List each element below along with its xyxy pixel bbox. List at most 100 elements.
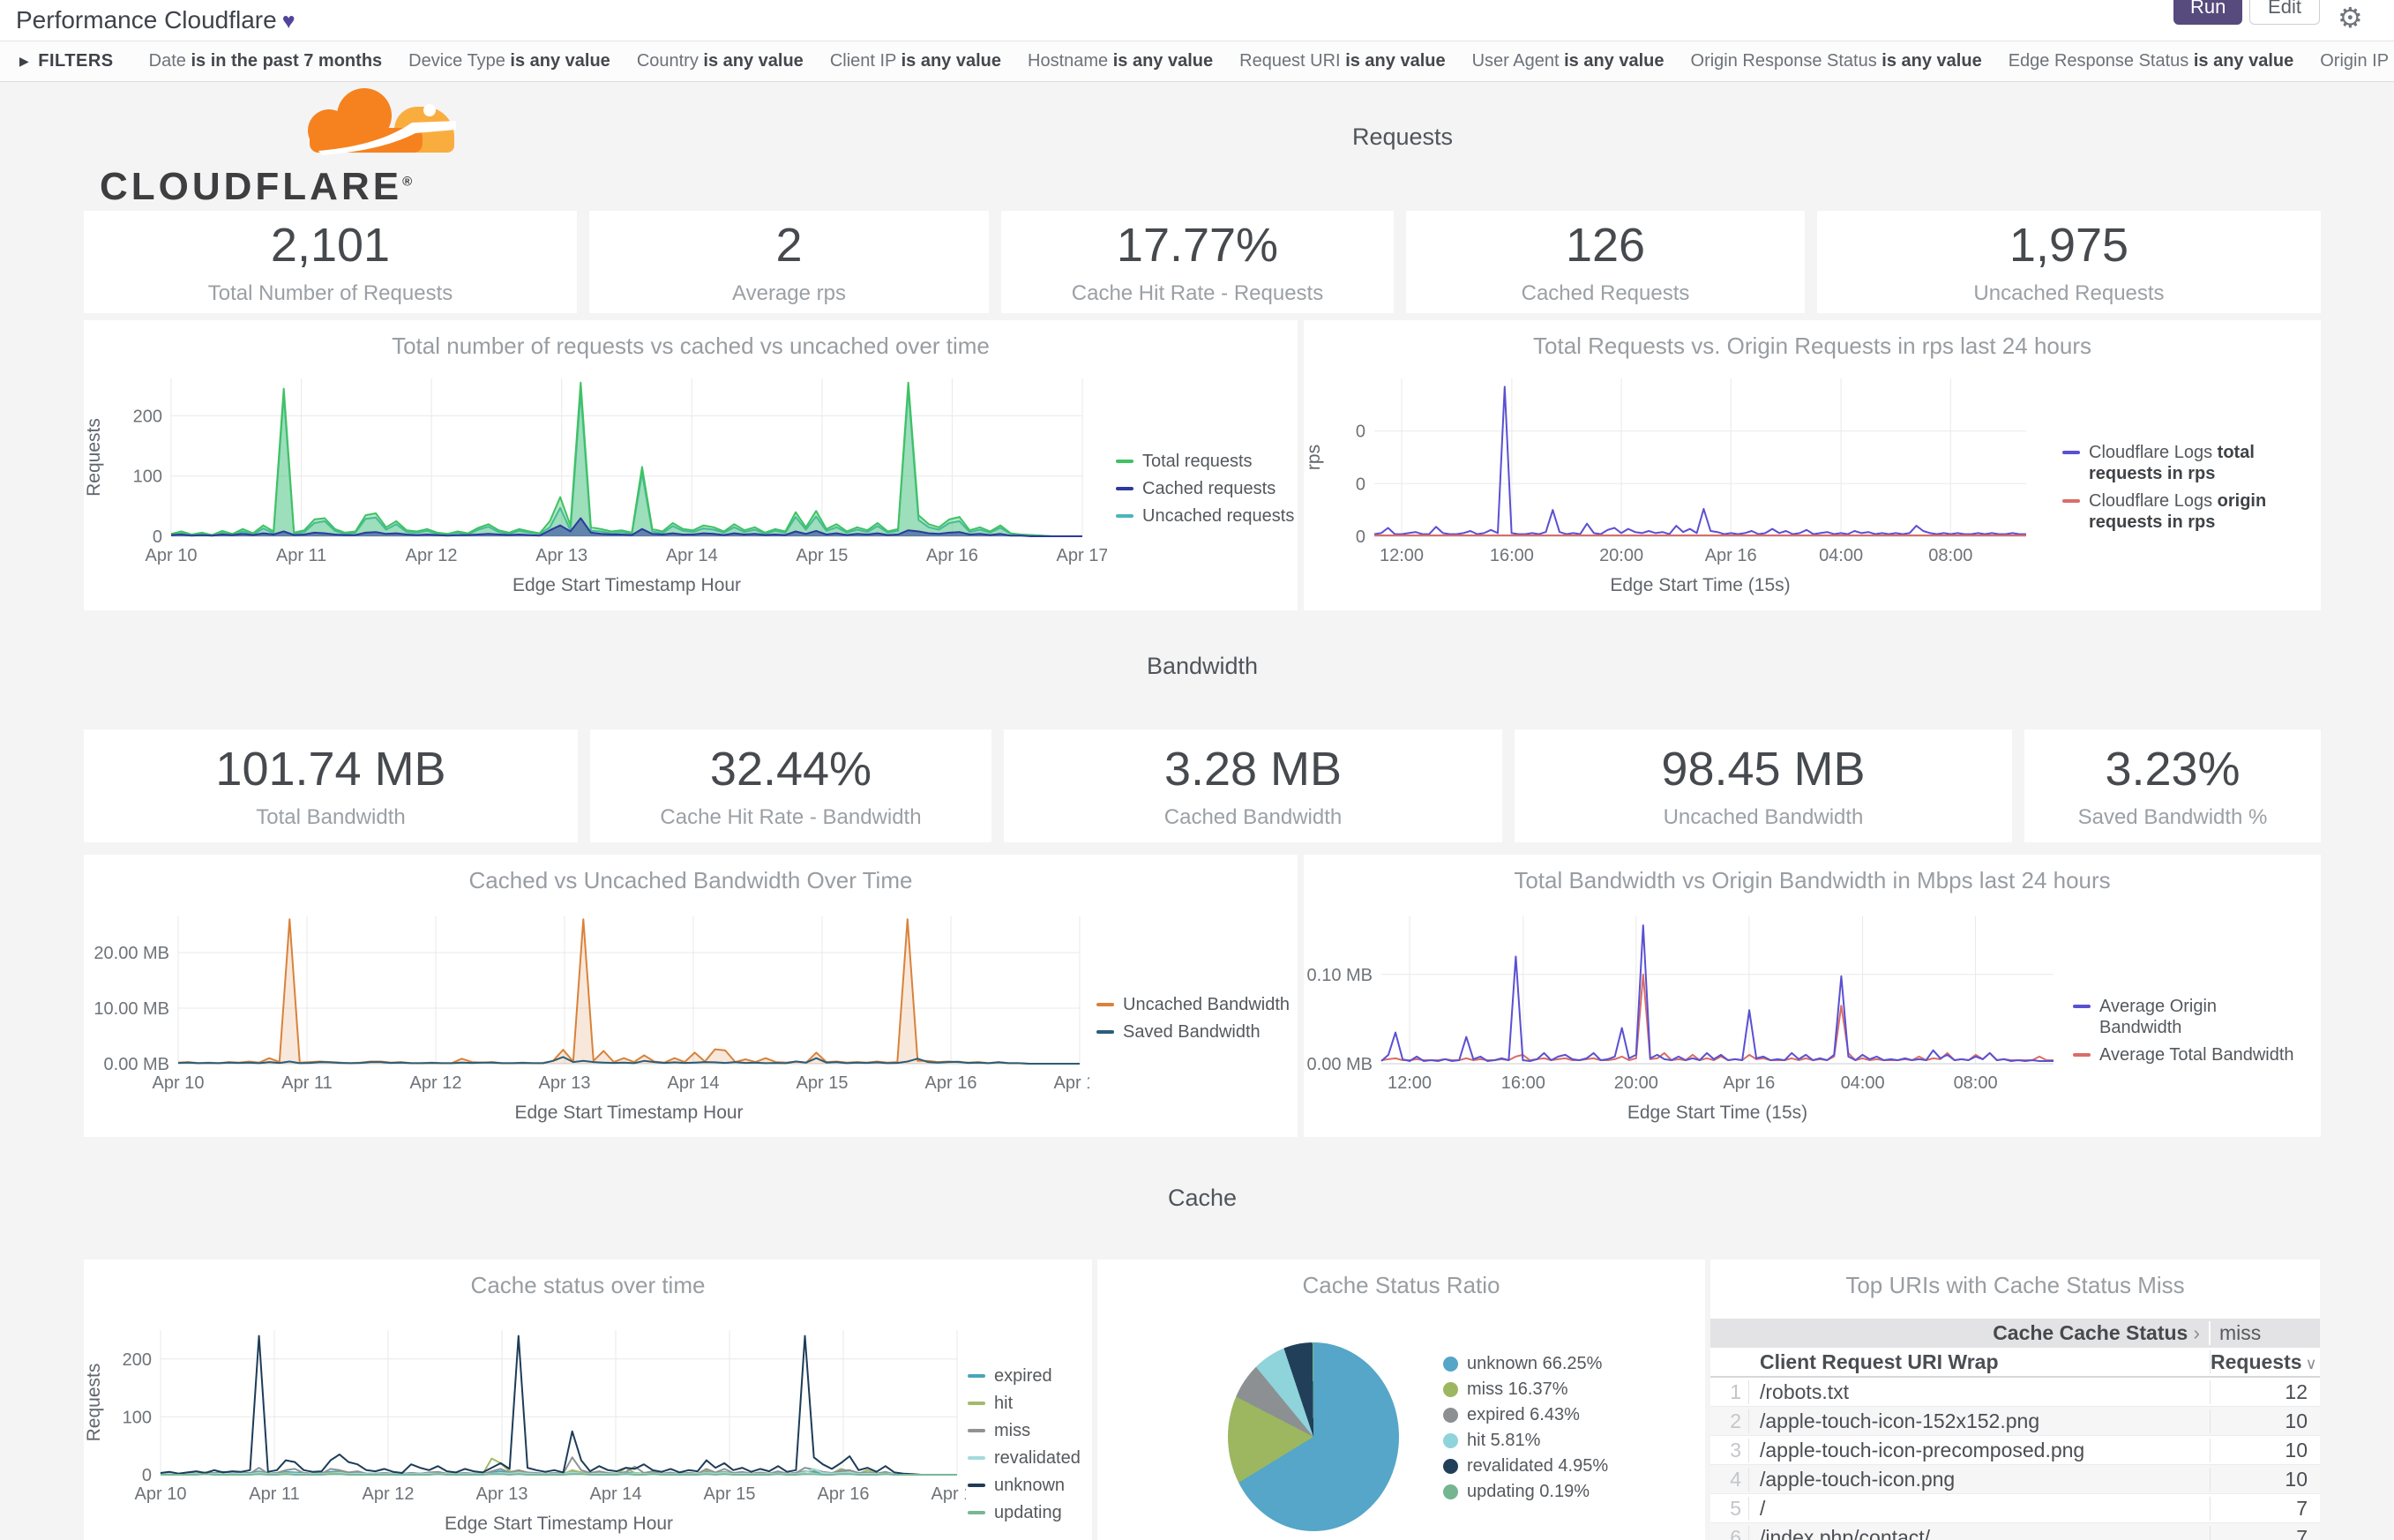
requests-cell: 7 [2296, 1496, 2308, 1520]
table-row[interactable]: 1/robots.txt 12 [1710, 1378, 2320, 1407]
filter-bar: ▶ FILTERS Date is in the past 7 months De… [0, 41, 2394, 82]
legend-item-unknown[interactable]: unknown [968, 1475, 1081, 1496]
y-tick-label: 200 [133, 407, 162, 426]
bandwidth-24h-plot[interactable]: 12:00 16:00 20:00 Apr 16 04:00 08:00 0.00 MB 0.… [1304, 897, 2067, 1141]
table-row[interactable]: 3/apple-touch-icon-precomposed.png 10 [1710, 1436, 2320, 1465]
series-area-uncached-bandwidth [178, 919, 1080, 1064]
filter-item-device-type[interactable]: Device Type is any value [408, 51, 610, 71]
run-button[interactable]: Run [2173, 0, 2242, 25]
x-tick-label: Apr 16 [926, 546, 978, 565]
filter-item-client-ip[interactable]: Client IP is any value [829, 51, 1001, 71]
kpi-tile-saved-bandwidth-[interactable]: 3.23% Saved Bandwidth % [2024, 729, 2321, 842]
chart-title: Cached vs Uncached Bandwidth Over Time [468, 867, 913, 893]
kpi-tile-cache-hit-rate-requests[interactable]: 17.77% Cache Hit Rate - Requests [1001, 211, 1394, 313]
legend-item-cf-logs-origin-rps[interactable]: Cloudflare Logs origin requests in rps [2062, 490, 2309, 533]
legend-item-uncached-bandwidth[interactable]: Uncached Bandwidth [1096, 994, 1290, 1015]
x-tick-label: 16:00 [1490, 546, 1534, 565]
legend-swatch [968, 1511, 985, 1514]
requests-column-header[interactable]: Requests ∨ [2211, 1349, 2317, 1373]
table-row[interactable]: 5/ 7 [1710, 1494, 2320, 1523]
legend-item-total-requests[interactable]: Total requests [1116, 451, 1294, 472]
legend-item-saved-bandwidth[interactable]: Saved Bandwidth [1096, 1021, 1290, 1043]
legend-item-average-origin-bandwidth[interactable]: Average Origin Bandwidth [2073, 996, 2315, 1038]
legend-item-uncached-requests[interactable]: Uncached requests [1116, 505, 1294, 527]
cache-status-plot[interactable]: Apr 10 Apr 11 Apr 12 Apr 13 Apr 14 Apr 15 Apr … [84, 1302, 983, 1540]
row-number: 4 [1710, 1467, 1749, 1491]
kpi-tile-average-rps[interactable]: 2 Average rps [589, 211, 989, 313]
filter-item-edge-response-status[interactable]: Edge Response Status is any value [2008, 51, 2294, 71]
legend-item-hit[interactable]: hit [968, 1393, 1081, 1414]
requests-over-time-plot[interactable]: Apr 10 Apr 11 Apr 12 Apr 13 Apr 14 Apr 15 Apr … [84, 363, 1108, 615]
filter-item-origin-ip[interactable]: Origin IP is any value [2320, 51, 2394, 71]
table-row[interactable]: 4/apple-touch-icon.png 10 [1710, 1465, 2320, 1494]
filter-item-request-uri[interactable]: Request URI is any value [1239, 51, 1446, 71]
kpi-tile-total-number-of-requests[interactable]: 2,101 Total Number of Requests [84, 211, 577, 313]
x-tick-label: Apr 11 [281, 1073, 332, 1093]
kpi-tile-cache-hit-rate-bandwidth[interactable]: 32.44% Cache Hit Rate - Bandwidth [590, 729, 991, 842]
legend-item-cached-requests[interactable]: Cached requests [1116, 478, 1294, 499]
pie-legend-item-hit[interactable]: hit 5.81% [1443, 1428, 1608, 1453]
chart-canvas: Apr 10 Apr 11 Apr 12 Apr 13 Apr 14 Apr 15 Apr … [84, 1330, 983, 1534]
kpi-label: Average rps [732, 281, 846, 305]
registered-mark: ® [402, 174, 416, 190]
legend-item-average-total-bandwidth[interactable]: Average Total Bandwidth [2073, 1044, 2315, 1065]
kpi-tile-cached-requests[interactable]: 126 Cached Requests [1406, 211, 1805, 313]
x-tick-label: Apr 15 [704, 1484, 756, 1504]
legend-item-miss[interactable]: miss [968, 1420, 1081, 1441]
filter-item-country[interactable]: Country is any value [636, 51, 804, 71]
cache-status-pie[interactable] [1228, 1342, 1399, 1531]
legend-item-expired[interactable]: expired [968, 1365, 1081, 1387]
pivot-header-label[interactable]: Cache Cache Status › [1710, 1321, 2211, 1345]
requests-rps-plot[interactable]: 12:00 16:00 20:00 Apr 16 04:00 08:00 0 0 0 rps Edg… [1304, 363, 2054, 615]
gear-icon[interactable]: ⚙ [2338, 2, 2363, 34]
x-tick-label: Apr 17 [1057, 546, 1107, 565]
x-tick-label: Apr 12 [410, 1073, 462, 1093]
kpi-label: Uncached Requests [1973, 281, 2165, 305]
requests-cell: 10 [2285, 1467, 2308, 1491]
x-tick-label: Apr 13 [535, 546, 587, 565]
requests-cell: 7 [2296, 1525, 2308, 1540]
table-header-row: Client Request URI Wrap Requests ∨ [1710, 1348, 2320, 1378]
x-tick-label: Apr 10 [135, 1484, 187, 1504]
x-tick-label: Apr 10 [153, 1073, 205, 1093]
table-row[interactable]: 2/apple-touch-icon-152x152.png 10 [1710, 1407, 2320, 1436]
legend-swatch [968, 1429, 985, 1432]
pie-legend-item-revalidated[interactable]: revalidated 4.95% [1443, 1454, 1608, 1478]
x-tick-label: Apr 15 [797, 1073, 849, 1093]
pie-legend-item-expired[interactable]: expired 6.43% [1443, 1402, 1608, 1427]
edit-button[interactable]: Edit [2249, 0, 2320, 25]
chevron-right-icon: › [2193, 1321, 2200, 1344]
filter-item-date[interactable]: Date is in the past 7 months [148, 51, 383, 71]
x-tick-label: Apr 12 [406, 546, 458, 565]
kpi-tile-uncached-requests[interactable]: 1,975 Uncached Requests [1817, 211, 2321, 313]
filters-toggle[interactable]: ▶ FILTERS [19, 51, 114, 71]
kpi-value: 1,975 [2009, 219, 2129, 272]
filter-item-hostname[interactable]: Hostname is any value [1028, 51, 1214, 71]
filter-item-origin-response-status[interactable]: Origin Response Status is any value [1690, 51, 1982, 71]
row-number: 2 [1710, 1409, 1749, 1433]
series-line-saved-bandwidth [177, 1056, 1080, 1065]
top-bar: Performance Cloudflare ♥ Run Edit ⚙ [0, 0, 2394, 41]
legend-swatch [2073, 1053, 2091, 1057]
legend-item-updating[interactable]: updating [968, 1502, 1081, 1523]
x-tick-label: Apr 16 [1723, 1073, 1775, 1093]
pie-legend-item-unknown[interactable]: unknown 66.25% [1443, 1351, 1608, 1376]
x-tick-label: Apr 16 [925, 1073, 977, 1093]
pie-legend-item-updating[interactable]: updating 0.19% [1443, 1479, 1608, 1504]
legend-swatch [1116, 460, 1133, 463]
table-row[interactable]: 6/index.php/contact/7 [1710, 1523, 2320, 1540]
legend-item-revalidated[interactable]: revalidated [968, 1447, 1081, 1469]
legend-item-cf-logs-total-rps[interactable]: Cloudflare Logs total requests in rps [2062, 442, 2309, 484]
pie-legend-item-miss[interactable]: miss 16.37% [1443, 1377, 1608, 1402]
favorite-heart-icon[interactable]: ♥ [281, 9, 296, 34]
x-tick-label: Apr 17 [931, 1484, 966, 1504]
x-axis-title: Edge Start Timestamp Hour [445, 1514, 673, 1534]
kpi-tile-total-bandwidth[interactable]: 101.74 MB Total Bandwidth [84, 729, 578, 842]
kpi-tile-uncached-bandwidth[interactable]: 98.45 MB Uncached Bandwidth [1515, 729, 2012, 842]
bandwidth-over-time-plot[interactable]: Apr 10 Apr 11 Apr 12 Apr 13 Apr 14 Apr 15 Apr … [84, 897, 1105, 1141]
kpi-tile-cached-bandwidth[interactable]: 3.28 MB Cached Bandwidth [1004, 729, 1502, 842]
uri-column-header[interactable]: Client Request URI Wrap [1749, 1349, 2211, 1374]
series-line-cf-logs-total-rps [1373, 385, 2026, 535]
y-tick-label: 20.00 MB [94, 944, 169, 963]
filter-item-user-agent[interactable]: User Agent is any value [1471, 51, 1665, 71]
